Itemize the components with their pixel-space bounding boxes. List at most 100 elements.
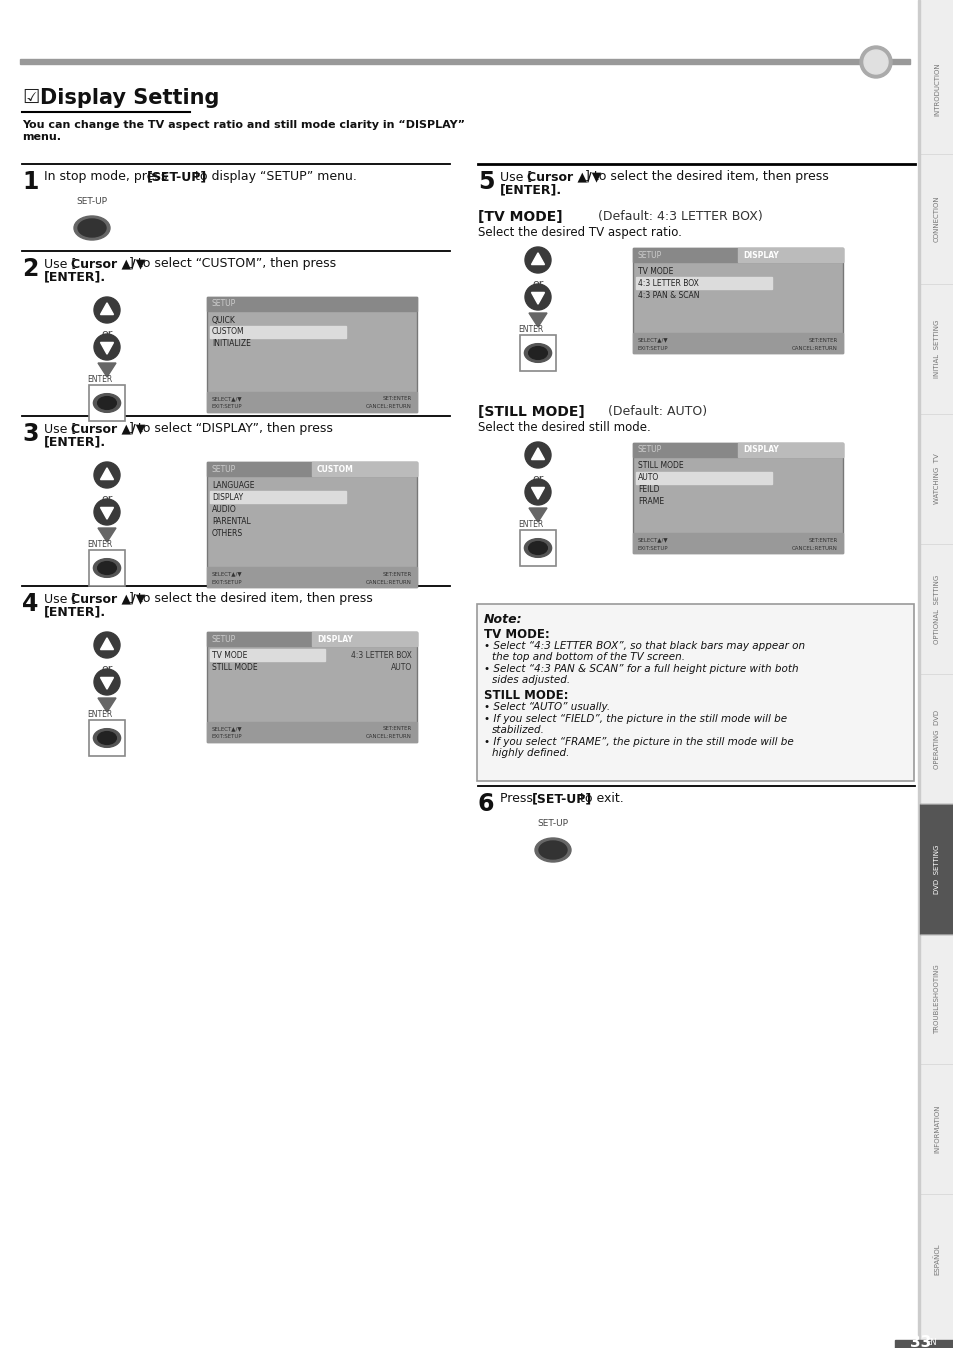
Text: 4:3 PAN & SCAN: 4:3 PAN & SCAN [638,291,699,299]
Text: Cursor ▲/▼: Cursor ▲/▼ [526,170,600,183]
Text: EXIT:SETUP: EXIT:SETUP [212,580,242,585]
Text: highly defined.: highly defined. [492,748,569,758]
Text: 2: 2 [22,257,38,280]
Text: AUDIO: AUDIO [212,504,236,514]
Text: SETUP: SETUP [638,445,661,454]
Circle shape [524,284,551,310]
Text: CANCEL:RETURN: CANCEL:RETURN [791,345,837,350]
Text: EXIT:SETUP: EXIT:SETUP [212,735,242,740]
Bar [207,568,416,586]
Text: 33: 33 [909,1335,930,1348]
Text: (Default: AUTO): (Default: AUTO) [607,404,706,418]
Polygon shape [100,507,113,519]
Text: SET:ENTER: SET:ENTER [808,337,837,342]
Text: Select the desired TV aspect ratio.: Select the desired TV aspect ratio. [477,226,681,239]
Bar [633,443,842,457]
Bar [633,248,842,262]
Text: EN: EN [924,1339,936,1347]
Text: CUSTOM: CUSTOM [316,465,354,473]
Bar [636,472,772,484]
Polygon shape [98,528,116,542]
Polygon shape [531,253,544,264]
Ellipse shape [528,542,547,554]
Text: [ENTER].: [ENTER]. [44,605,106,617]
Bar [919,803,953,934]
Text: ENTER: ENTER [87,710,112,718]
Polygon shape [100,468,113,480]
Circle shape [94,669,120,696]
Text: FRAME: FRAME [638,497,663,507]
FancyBboxPatch shape [89,720,125,756]
Ellipse shape [97,562,116,574]
Text: OPERATING  DVD: OPERATING DVD [933,709,939,768]
Polygon shape [531,448,544,460]
Text: STILL MODE:: STILL MODE: [483,689,568,702]
Text: or: or [532,474,543,484]
Bar [633,333,842,353]
Text: In stop mode, press: In stop mode, press [44,170,172,183]
Text: 5: 5 [477,170,494,194]
FancyBboxPatch shape [89,386,125,421]
Text: CANCEL:RETURN: CANCEL:RETURN [366,735,412,740]
Bar [210,491,346,503]
Bar [312,462,416,476]
Text: DISPLAY: DISPLAY [316,635,353,643]
Polygon shape [529,313,546,328]
Text: CONNECTION: CONNECTION [933,195,939,243]
Circle shape [94,462,120,488]
FancyBboxPatch shape [476,604,913,780]
Text: CUSTOM: CUSTOM [212,328,244,337]
Ellipse shape [97,732,116,744]
Bar [738,443,842,457]
FancyBboxPatch shape [89,550,125,586]
Circle shape [94,297,120,324]
Text: [SET-UP]: [SET-UP] [147,170,207,183]
Circle shape [524,479,551,506]
Text: to display “SETUP” menu.: to display “SETUP” menu. [191,170,356,183]
Text: • Select “4:3 LETTER BOX”, so that black bars may appear on: • Select “4:3 LETTER BOX”, so that black… [483,642,804,651]
Text: TV MODE:: TV MODE: [483,628,549,642]
Circle shape [94,499,120,524]
Ellipse shape [74,216,110,240]
Text: INITIAL  SETTING: INITIAL SETTING [933,319,939,379]
Text: ] to select the desired item, then press: ] to select the desired item, then press [129,592,373,605]
Ellipse shape [535,838,571,861]
Bar [207,392,416,412]
Bar [312,632,416,646]
Text: SELECT▲/▼: SELECT▲/▼ [638,538,668,542]
Text: SELECT▲/▼: SELECT▲/▼ [212,727,242,732]
Text: or: or [101,329,112,338]
Text: INITIALIZE: INITIALIZE [212,340,251,349]
Bar [633,532,842,553]
Text: INFORMATION: INFORMATION [933,1105,939,1154]
Polygon shape [98,363,116,377]
Text: or: or [532,279,543,288]
Text: [SET-UP]: [SET-UP] [532,793,592,805]
Text: • Select “4:3 PAN & SCAN” for a full height picture with both: • Select “4:3 PAN & SCAN” for a full hei… [483,665,798,674]
Text: TV MODE: TV MODE [638,267,673,275]
Bar [207,632,416,646]
Text: PARENTAL: PARENTAL [212,516,251,526]
Ellipse shape [93,558,120,577]
Text: • Select “AUTO” usually.: • Select “AUTO” usually. [483,702,610,712]
Ellipse shape [528,346,547,360]
Text: ENTER: ENTER [87,375,112,384]
Text: sides adjusted.: sides adjusted. [492,675,570,685]
Circle shape [859,46,891,78]
Circle shape [524,442,551,468]
Text: DISPLAY: DISPLAY [742,251,778,260]
Text: ENTER: ENTER [517,325,542,334]
Text: SET-UP: SET-UP [537,820,568,828]
Text: Display Setting: Display Setting [40,88,219,108]
Circle shape [863,50,887,74]
Bar [207,297,416,311]
Text: 3: 3 [22,422,38,446]
Text: SET:ENTER: SET:ENTER [382,396,412,402]
Text: Select the desired still mode.: Select the desired still mode. [477,421,650,434]
Text: ☑: ☑ [22,88,39,106]
Bar [210,326,346,338]
Text: [TV MODE]: [TV MODE] [477,210,562,224]
Text: DISPLAY: DISPLAY [742,445,778,454]
Bar [917,0,919,1348]
Text: ] to select “DISPLAY”, then press: ] to select “DISPLAY”, then press [129,422,333,435]
